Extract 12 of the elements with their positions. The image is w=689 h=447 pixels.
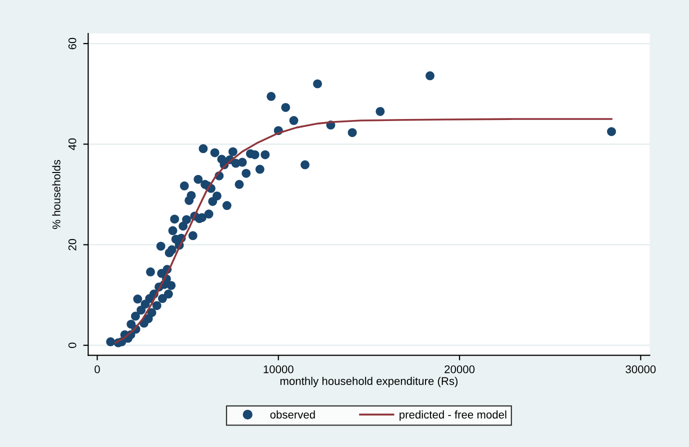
y-axis-title: % households: [52, 160, 60, 229]
y-tick-label: 0: [68, 342, 76, 348]
x-axis-title: monthly household expenditure (Rs): [280, 376, 458, 388]
legend-label: predicted - free model: [400, 410, 506, 421]
y-tick-label: 60: [68, 38, 76, 50]
y-tick-label: 40: [68, 138, 76, 150]
y-tick-label: 20: [68, 238, 76, 250]
x-tick-label: 0: [94, 365, 100, 374]
legend-label: observed: [270, 410, 315, 419]
x-tick-label: 30000: [626, 365, 656, 374]
x-tick-label: 10000: [264, 365, 294, 374]
x-tick-label: 20000: [444, 365, 475, 374]
